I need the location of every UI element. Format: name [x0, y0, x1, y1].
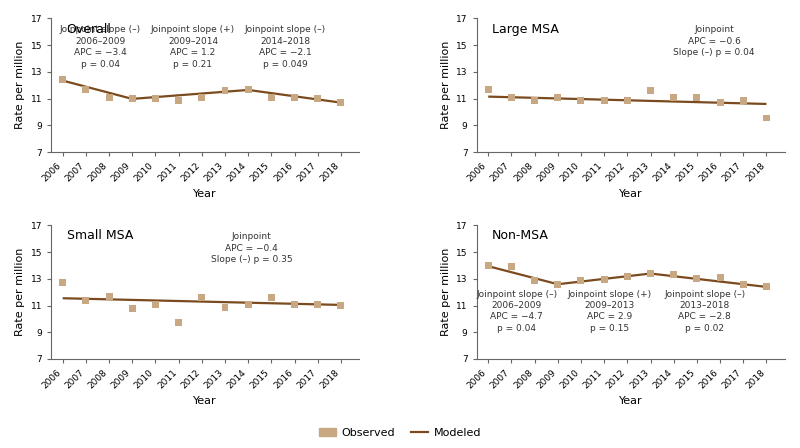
Text: Joinpoint slope (+)
2009–2014
APC = 1.2
p = 0.21: Joinpoint slope (+) 2009–2014 APC = 1.2 … [151, 25, 235, 69]
Point [126, 95, 138, 102]
X-axis label: Year: Year [194, 189, 217, 199]
Point [334, 302, 347, 309]
Point [102, 293, 115, 301]
Point [551, 280, 564, 288]
Point [242, 302, 254, 309]
Point [621, 273, 634, 280]
Point [172, 319, 185, 326]
Text: Joinpoint slope (+)
2009–2013
APC = 2.9
p = 0.15: Joinpoint slope (+) 2009–2013 APC = 2.9 … [567, 289, 651, 333]
Point [690, 94, 703, 101]
Point [737, 280, 750, 288]
Text: Joinpoint
APC = −0.6
Slope (–) p = 0.04: Joinpoint APC = −0.6 Slope (–) p = 0.04 [674, 25, 755, 57]
Point [690, 276, 703, 283]
Point [621, 97, 634, 104]
Text: Joinpoint slope (–)
2006–2009
APC = −3.4
p = 0.04: Joinpoint slope (–) 2006–2009 APC = −3.4… [60, 25, 141, 69]
Point [79, 297, 92, 304]
Point [265, 294, 278, 301]
Point [149, 95, 162, 102]
Point [172, 97, 185, 104]
Point [760, 283, 773, 290]
Point [598, 97, 610, 104]
Y-axis label: Rate per million: Rate per million [15, 248, 25, 336]
Y-axis label: Rate per million: Rate per million [441, 248, 450, 336]
Point [311, 301, 324, 308]
Point [505, 95, 518, 102]
Point [288, 95, 301, 102]
Text: Small MSA: Small MSA [66, 229, 133, 242]
Point [528, 97, 541, 104]
Point [482, 86, 494, 94]
Point [195, 94, 208, 101]
Text: Large MSA: Large MSA [492, 22, 559, 35]
Text: Overall: Overall [66, 22, 111, 35]
Point [242, 86, 254, 94]
Point [528, 276, 541, 284]
Point [737, 97, 750, 104]
Point [482, 262, 494, 269]
Point [102, 94, 115, 101]
Point [195, 294, 208, 301]
Point [79, 86, 92, 94]
Y-axis label: Rate per million: Rate per million [441, 41, 450, 129]
Point [126, 306, 138, 313]
Point [334, 99, 347, 106]
Text: Non-MSA: Non-MSA [492, 229, 549, 242]
Text: Joinpoint slope (–)
2014–2018
APC = −2.1
p = 0.049: Joinpoint slope (–) 2014–2018 APC = −2.1… [245, 25, 326, 69]
Point [644, 270, 657, 277]
Point [598, 276, 610, 283]
Point [288, 302, 301, 309]
Point [311, 95, 324, 102]
Point [667, 271, 680, 279]
X-axis label: Year: Year [619, 396, 642, 406]
Y-axis label: Rate per million: Rate per million [15, 41, 25, 129]
Point [56, 279, 69, 286]
X-axis label: Year: Year [194, 396, 217, 406]
Point [265, 94, 278, 101]
X-axis label: Year: Year [619, 189, 642, 199]
Text: Joinpoint
APC = −0.4
Slope (–) p = 0.35: Joinpoint APC = −0.4 Slope (–) p = 0.35 [210, 232, 292, 264]
Point [218, 304, 231, 311]
Point [644, 87, 657, 94]
Point [574, 277, 587, 284]
Point [760, 114, 773, 121]
Point [551, 95, 564, 102]
Text: Joinpoint slope (–)
2006–2009
APC = −4.7
p = 0.04: Joinpoint slope (–) 2006–2009 APC = −4.7… [476, 289, 558, 333]
Point [714, 274, 726, 281]
Legend: Observed, Modeled: Observed, Modeled [314, 423, 486, 443]
Point [218, 87, 231, 94]
Text: Joinpoint slope (–)
2013–2018
APC = −2.8
p = 0.02: Joinpoint slope (–) 2013–2018 APC = −2.8… [664, 289, 746, 333]
Point [505, 263, 518, 271]
Point [56, 76, 69, 83]
Point [714, 99, 726, 106]
Point [574, 97, 587, 104]
Point [149, 301, 162, 308]
Point [667, 94, 680, 101]
